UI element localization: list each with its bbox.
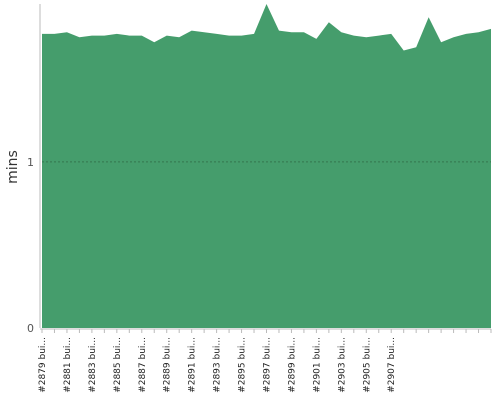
axis-layer: 0 1 #2879 bui... #2881 bui... #2883 bui... #2… [27,4,492,393]
y-tick-label: 0 [27,322,34,335]
x-tick-label: #2887 bui... [138,337,148,393]
x-tick-label: #2899 bui... [287,337,297,393]
series-area [42,4,491,328]
x-tick-label: #2885 bui... [113,337,123,393]
x-tick-label: #2879 bui... [38,337,48,393]
x-tick-label: #2895 bui... [238,337,248,393]
x-tick-label: #2905 bui... [362,337,372,393]
x-tick-label: #2901 bui... [312,337,322,393]
y-tick-label: 1 [27,156,34,169]
x-tick-label: #2893 bui... [213,337,223,393]
y-axis-title: mins [5,150,21,184]
x-tick-label: #2883 bui... [88,337,98,393]
x-tick-label: #2897 bui... [263,337,273,393]
x-tick-label: #2881 bui... [63,337,73,393]
x-tick-label: #2891 bui... [188,337,198,393]
x-tick-label: #2889 bui... [163,337,173,393]
area-layer [42,4,491,328]
x-tick-label: #2903 bui... [337,337,347,393]
x-tick-label: #2907 bui... [387,337,397,393]
